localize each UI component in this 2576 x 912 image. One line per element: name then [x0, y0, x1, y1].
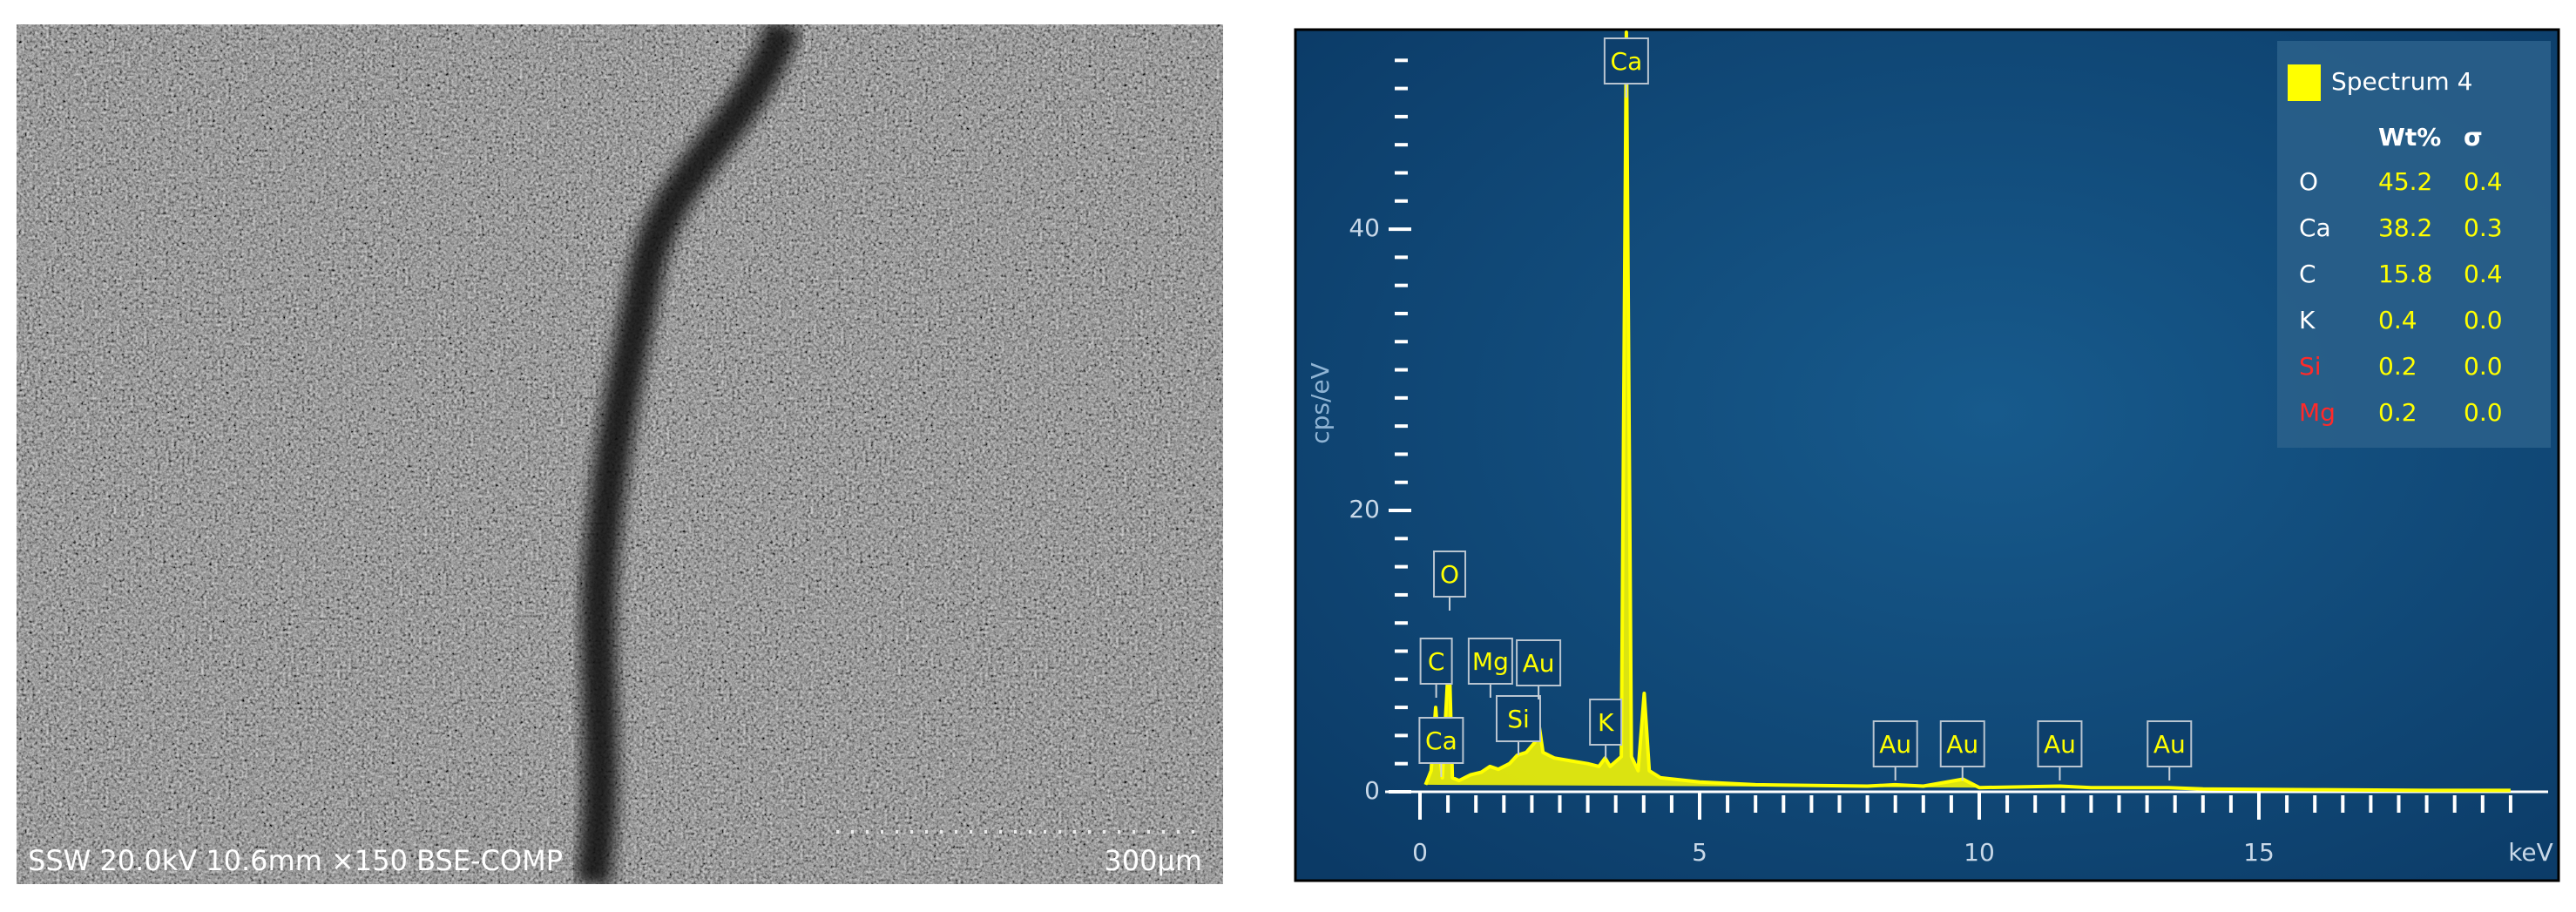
table-value: 0.4 — [2464, 260, 2503, 288]
sem-panel: SSW 20.0kV 10.6mm ×150 BSE-COMP 300µm — [17, 24, 1223, 884]
table-value: 0.0 — [2464, 398, 2503, 427]
table-value: 0.4 — [2378, 306, 2417, 334]
x-unit-label: keV — [2508, 838, 2553, 867]
legend-label: Spectrum 4 — [2331, 67, 2472, 96]
table-value: 0.0 — [2464, 352, 2503, 381]
x-tick-label: 0 — [1412, 838, 1428, 867]
peak-label: Au — [1523, 649, 1555, 678]
peak-label-box — [1872, 720, 1918, 767]
peak-label-box — [1418, 717, 1464, 764]
peak-label-box — [1419, 638, 1453, 685]
table-value: 0.0 — [2464, 306, 2503, 334]
table-element: Mg — [2299, 398, 2336, 427]
sem-crack — [575, 24, 801, 884]
x-tick-label: 5 — [1692, 838, 1707, 867]
table-header: Wt% — [2378, 123, 2441, 152]
peak-label: Mg — [1472, 647, 1509, 676]
table-value: 45.2 — [2378, 167, 2432, 196]
table-value: 0.4 — [2464, 167, 2503, 196]
peak-label-box — [1589, 699, 1623, 746]
table-value: 38.2 — [2378, 213, 2432, 242]
peak-label-box — [2147, 720, 2193, 767]
peak-label: Ca — [1425, 726, 1457, 755]
peak-label-box — [1939, 720, 1985, 767]
peak-label: Ca — [1611, 47, 1643, 76]
table-element: Ca — [2299, 213, 2331, 242]
peak-label-box — [2037, 720, 2083, 767]
legend-box — [2277, 41, 2551, 448]
table-value: 15.8 — [2378, 260, 2432, 288]
peak-label-box — [1603, 37, 1649, 84]
table-value: 0.2 — [2378, 352, 2417, 381]
y-tick-label: 40 — [1349, 213, 1380, 242]
peak-label: C — [1428, 647, 1445, 676]
sem-caption: SSW 20.0kV 10.6mm ×150 BSE-COMP — [28, 844, 563, 877]
table-element: O — [2299, 167, 2318, 196]
peak-label: O — [1440, 560, 1459, 589]
y-axis-label: cps/eV — [1306, 362, 1335, 444]
sem-scale-bar: 300µm — [1104, 844, 1202, 877]
table-value: 0.3 — [2464, 213, 2503, 242]
x-tick-label: 15 — [2243, 838, 2275, 867]
peak-label-box — [1467, 638, 1513, 685]
legend-marker — [2288, 64, 2321, 101]
table-element: Si — [2299, 352, 2322, 381]
x-tick-label: 10 — [1964, 838, 1995, 867]
table-element: K — [2299, 306, 2316, 334]
table-value: 0.2 — [2378, 398, 2417, 427]
spectrum-chart: 0 20 40 0 5 10 15 keV cps/eV Ca O C Ca Mg Si Au K Au Au Au A… — [1306, 30, 2553, 867]
peak-label: Au — [1879, 730, 1911, 759]
table-header: σ — [2464, 123, 2483, 152]
peak-label: Au — [2044, 730, 2076, 759]
peak-label: Si — [1507, 705, 1530, 733]
peak-label: Au — [2153, 730, 2186, 759]
y-tick-label: 20 — [1349, 495, 1380, 524]
peak-label: K — [1598, 708, 1614, 737]
peak-label-box — [1516, 639, 1562, 686]
peak-label-box — [1495, 695, 1541, 742]
y-tick-label: 0 — [1364, 776, 1380, 805]
peak-label-box — [1433, 551, 1467, 598]
peak-label: Au — [1946, 730, 1978, 759]
table-element: C — [2299, 260, 2316, 288]
